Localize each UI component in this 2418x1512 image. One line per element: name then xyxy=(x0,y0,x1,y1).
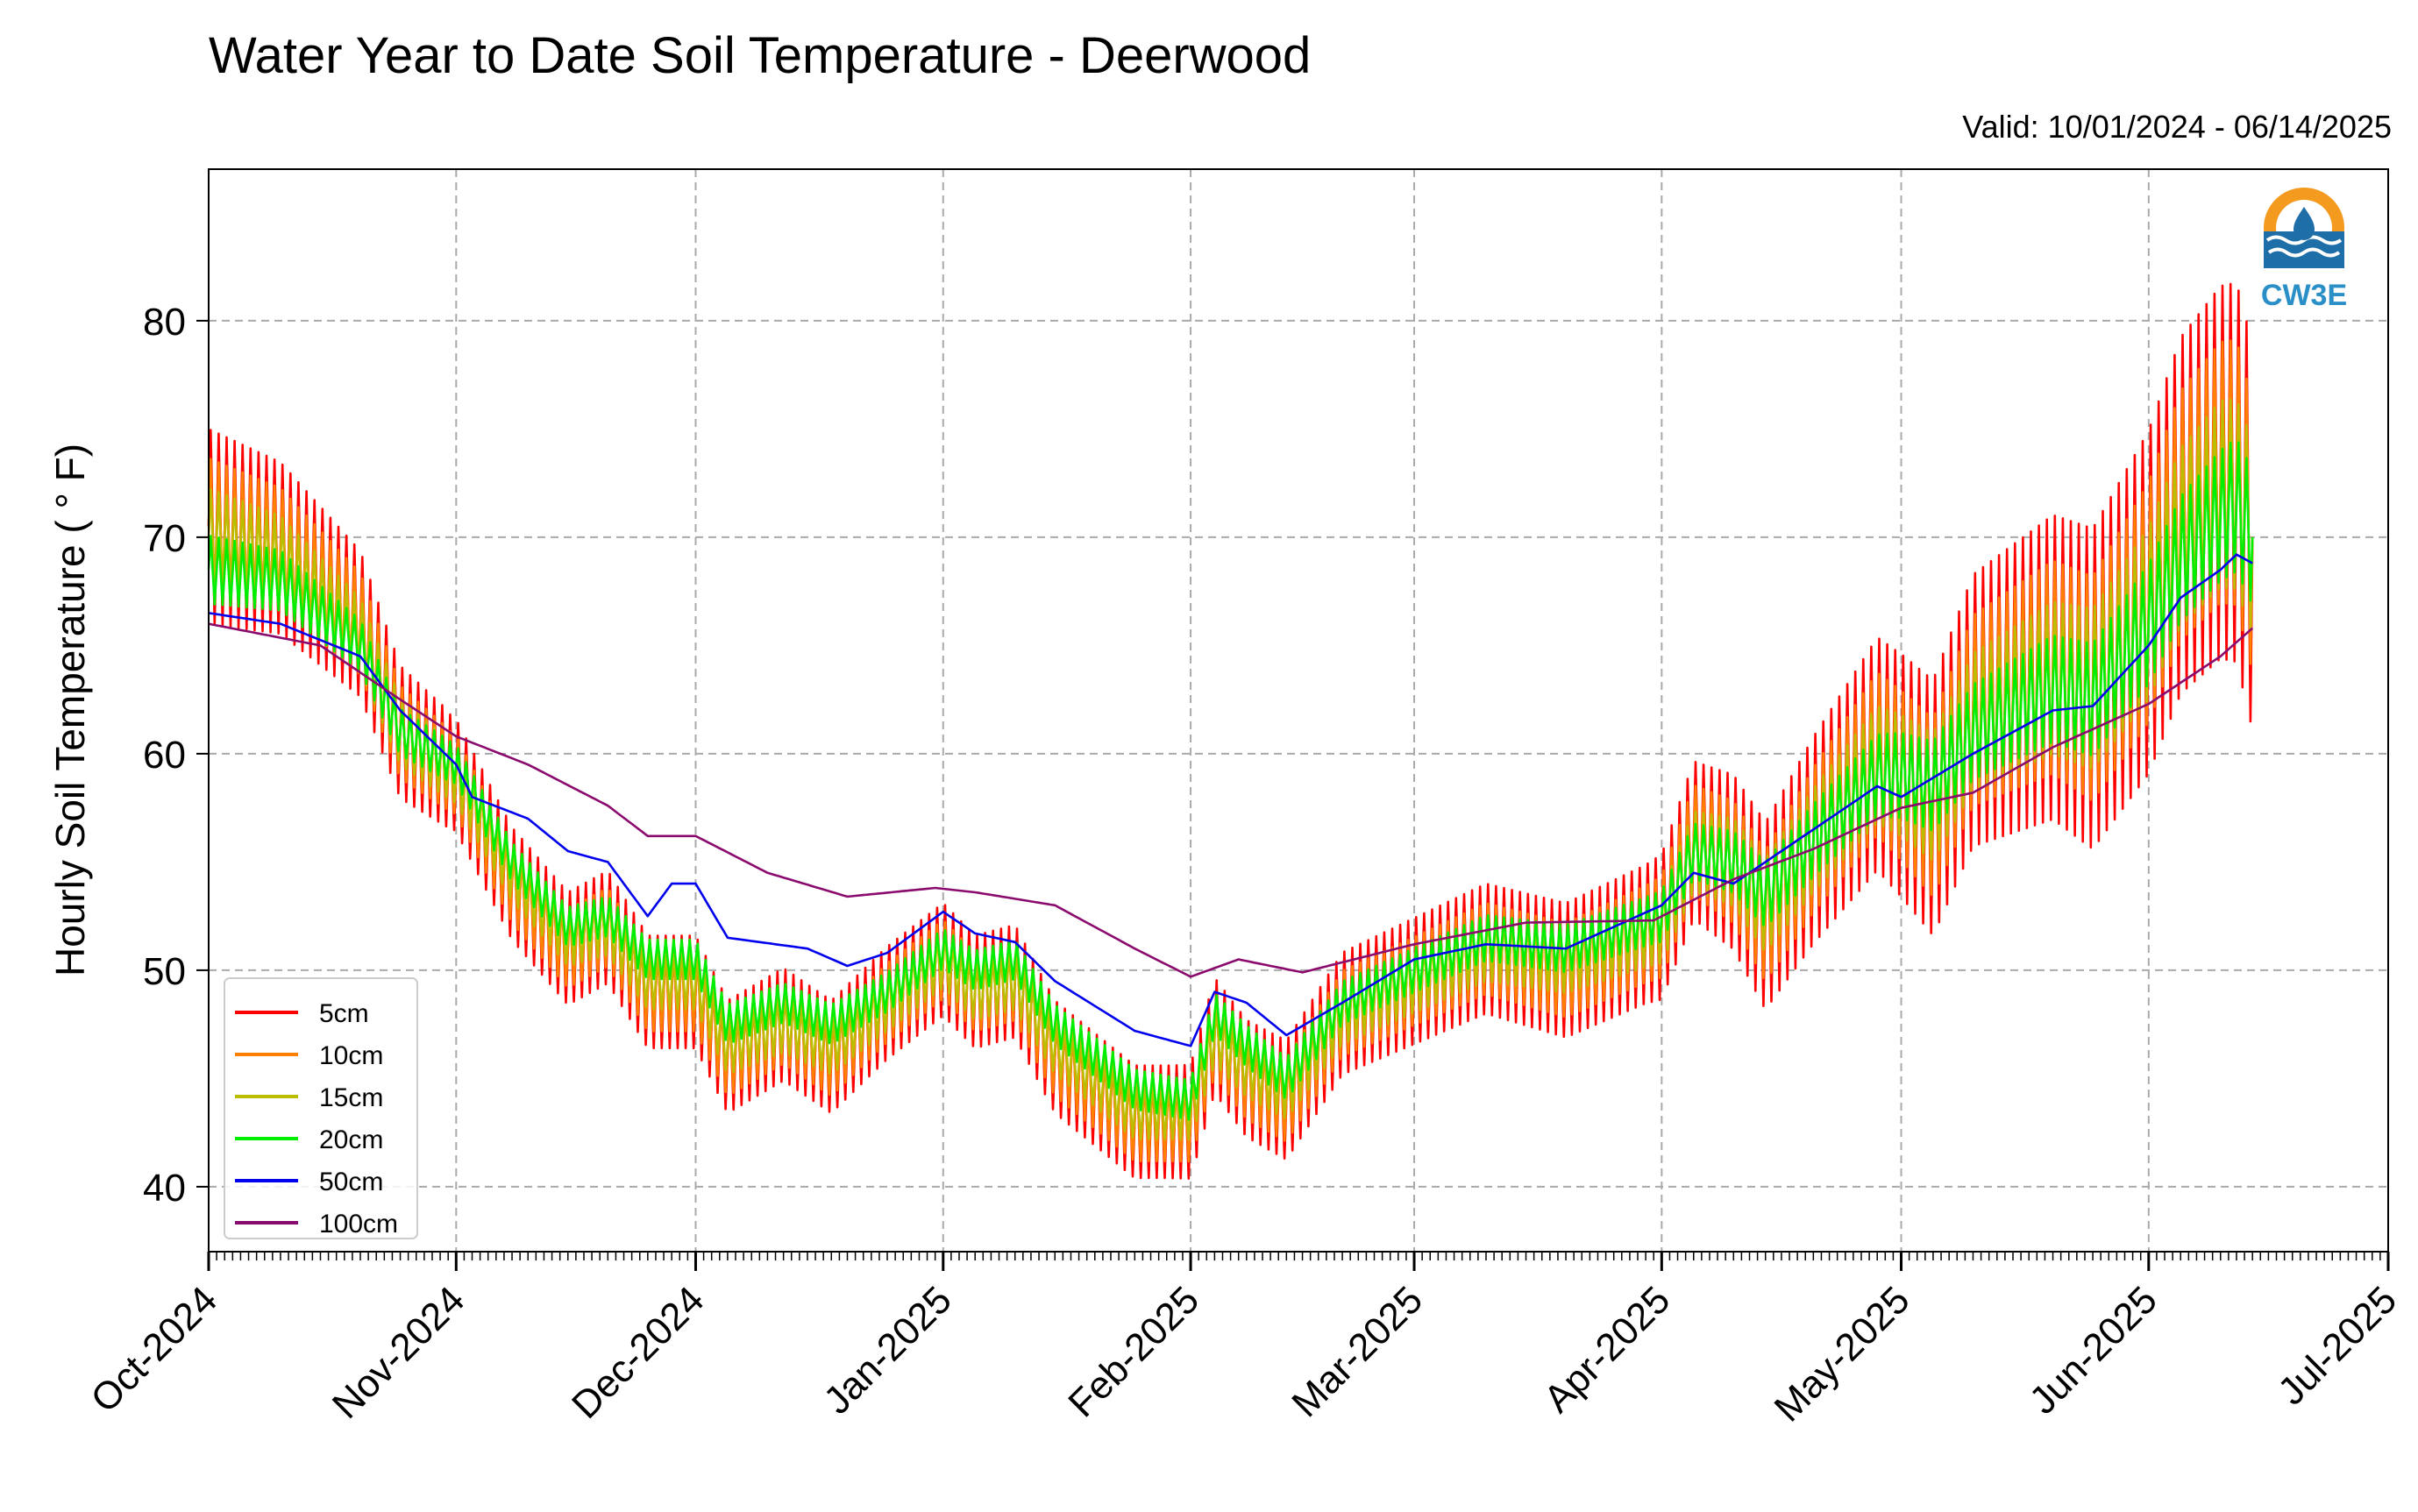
series-layer xyxy=(207,282,2254,1180)
x-tick-label: Jul-2025 xyxy=(2270,1278,2405,1413)
y-axis-label: Hourly Soil Temperature ( ° F) xyxy=(47,444,93,976)
y-tick-label: 80 xyxy=(143,301,186,344)
x-tick-label: Dec-2024 xyxy=(564,1278,713,1427)
x-tick-labels: Oct-2024 Nov-2024 Dec-2024 Jan-2025 Feb-2025… xyxy=(82,1278,2405,1430)
x-tick-label: May-2025 xyxy=(1767,1278,1918,1430)
x-tick-label: Mar-2025 xyxy=(1284,1278,1431,1425)
x-tick-label: Apr-2025 xyxy=(1536,1278,1679,1421)
water-drop-icon xyxy=(2294,207,2315,240)
logo-text: CW3E xyxy=(2261,279,2347,312)
x-tick-label: Jan-2025 xyxy=(815,1278,959,1422)
legend-label-10cm: 10cm xyxy=(319,1041,383,1070)
y-tick-label: 70 xyxy=(143,517,186,560)
chart-title: Water Year to Date Soil Temperature - De… xyxy=(209,27,1312,84)
valid-date-range: Valid: 10/01/2024 - 06/14/2025 xyxy=(1962,109,2392,145)
legend-box xyxy=(224,977,418,1239)
plot-frame xyxy=(208,168,2389,1253)
series-line-20cm xyxy=(207,441,2254,1121)
legend-label-50cm: 50cm xyxy=(319,1168,383,1196)
logo-wave-2 xyxy=(2267,247,2341,258)
x-tick-label: Jun-2025 xyxy=(2021,1278,2165,1422)
series-line-100cm xyxy=(208,622,2254,978)
series-line-50cm xyxy=(208,553,2253,1047)
y-tick-label: 60 xyxy=(143,734,186,777)
y-tick-labels: 40 50 60 70 80 xyxy=(143,301,186,1210)
legend-label-20cm: 20cm xyxy=(319,1125,383,1154)
y-tick-label: 40 xyxy=(143,1167,186,1210)
axis-ticks xyxy=(196,319,2390,1271)
legend: 5cm 10cm 15cm 20cm 50cm 100cm xyxy=(224,977,418,1239)
cw3e-logo: CW3E xyxy=(2261,188,2347,312)
legend-label-15cm: 15cm xyxy=(319,1083,383,1112)
legend-label-5cm: 5cm xyxy=(319,999,369,1028)
legend-label-100cm: 100cm xyxy=(319,1210,398,1239)
x-tick-label: Nov-2024 xyxy=(324,1278,473,1427)
x-tick-label: Oct-2024 xyxy=(82,1278,225,1421)
y-tick-label: 50 xyxy=(143,950,186,993)
x-tick-label: Feb-2025 xyxy=(1060,1278,1207,1425)
